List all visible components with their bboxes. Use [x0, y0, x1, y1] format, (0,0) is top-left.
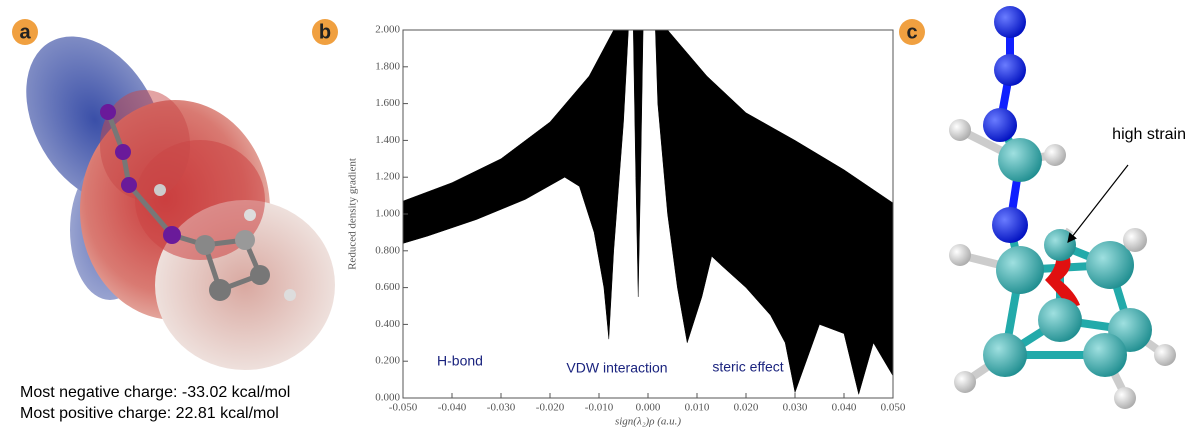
esp-note: Most negative charge: -33.02 kcal/mol [20, 384, 290, 401]
y-tick-label: 1.000 [375, 208, 400, 220]
esp-surface [26, 36, 335, 370]
y-tick-label: 0.000 [375, 392, 400, 404]
x-tick-label: 0.040 [832, 402, 857, 414]
x-tick-label: 0.000 [636, 402, 661, 414]
y-tick-label: 0.800 [375, 244, 400, 256]
y-tick-label: 1.800 [375, 60, 400, 72]
y-axis-label: Reduced density gradient [347, 158, 359, 270]
x-tick-label: -0.020 [536, 402, 565, 414]
x-tick-label: 0.050 [881, 402, 906, 414]
y-tick-label: 0.400 [375, 318, 400, 330]
annotation: VDW interaction [566, 360, 667, 376]
rdg-plot: 0.000 0.200 0.400 0.600 0.800 1.000 1.200 1.400… [347, 24, 906, 428]
x-tick-label: -0.010 [585, 402, 614, 414]
point-cloud [402, 29, 629, 340]
point-cloud [633, 29, 644, 297]
strain-label: high strain [1112, 126, 1186, 143]
x-tick-label: 0.030 [783, 402, 808, 414]
y-tick-label: 0.200 [375, 355, 400, 367]
y-tick-label: 0.600 [375, 281, 400, 293]
panel-label: b [319, 21, 331, 43]
x-tick-label: 0.020 [734, 402, 759, 414]
point-cloud [655, 29, 894, 396]
esp-note: Most positive charge: 22.81 kcal/mol [20, 405, 279, 422]
x-tick-label: -0.030 [487, 402, 516, 414]
annotation: steric effect [712, 359, 783, 375]
y-tick-label: 1.200 [375, 171, 400, 183]
y-tick-label: 1.600 [375, 97, 400, 109]
annotation: H-bond [437, 353, 483, 369]
molecule [949, 6, 1176, 409]
y-tick-label: 2.000 [375, 24, 400, 36]
y-tick-label: 1.400 [375, 134, 400, 146]
x-tick-label: -0.050 [389, 402, 418, 414]
x-tick-label: 0.010 [685, 402, 710, 414]
panel-label: c [906, 21, 917, 43]
x-axis-label: sign(λ₂)ρ (a.u.) [615, 416, 681, 428]
x-tick-label: -0.040 [438, 402, 467, 414]
panel-label: a [19, 21, 31, 43]
